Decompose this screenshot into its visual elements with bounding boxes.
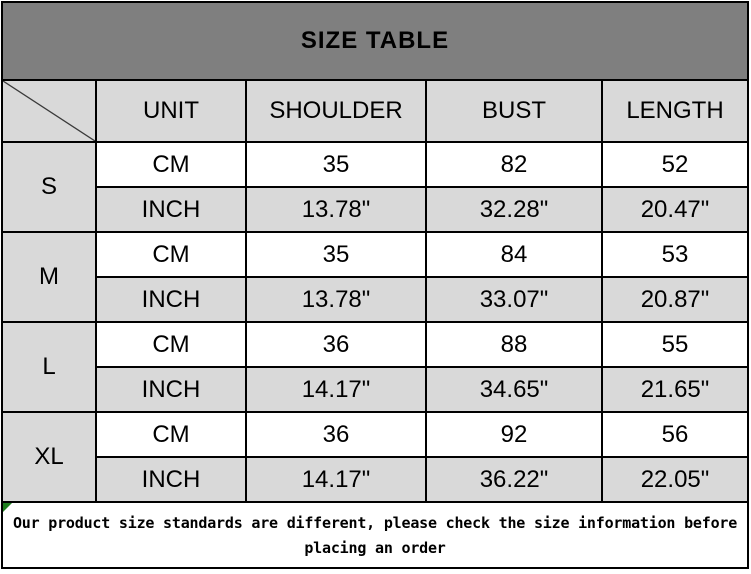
cell-flag-triangle-icon [4, 504, 12, 512]
table-row: INCH 13.78" 33.07" 20.87" [2, 276, 749, 323]
table-row: INCH 14.17" 34.65" 21.65" [2, 366, 749, 413]
note-cell: Our product size standards are different… [1, 501, 749, 569]
table-row: INCH 13.78" 32.28" 20.47" [2, 186, 749, 233]
column-header-shoulder: SHOULDER [245, 79, 427, 143]
column-header-unit: UNIT [95, 79, 247, 143]
value-cell: 36 [245, 321, 427, 368]
header-row: UNIT SHOULDER BUST LENGTH [1, 79, 749, 143]
unit-cell: INCH [95, 456, 247, 503]
table-row: INCH 14.17" 36.22" 22.05" [2, 456, 749, 503]
value-cell: 84 [425, 231, 603, 278]
value-cell: 13.78" [245, 186, 427, 233]
size-label-m: M [1, 231, 97, 323]
value-cell: 14.17" [245, 366, 427, 413]
value-cell: 20.47" [601, 186, 749, 233]
value-cell: 53 [601, 231, 749, 278]
value-cell: 36 [245, 411, 427, 458]
value-cell: 22.05" [601, 456, 749, 503]
value-cell: 34.65" [425, 366, 603, 413]
value-cell: 55 [601, 321, 749, 368]
unit-cell: INCH [95, 276, 247, 323]
value-cell: 32.28" [425, 186, 603, 233]
unit-cell: INCH [95, 366, 247, 413]
unit-cell: CM [95, 321, 247, 368]
unit-cell: CM [95, 411, 247, 458]
value-cell: 92 [425, 411, 603, 458]
value-cell: 35 [245, 141, 427, 188]
value-cell: 52 [601, 141, 749, 188]
size-label-s: S [1, 141, 97, 233]
value-cell: 88 [425, 321, 603, 368]
table-row: XL CM 36 92 56 [1, 411, 749, 503]
size-note: Our product size standards are different… [12, 513, 738, 558]
size-label-l: L [1, 321, 97, 413]
value-cell: 56 [601, 411, 749, 458]
value-cell: 33.07" [425, 276, 603, 323]
table-row: M CM 35 84 53 [1, 231, 749, 323]
unit-cell: CM [95, 141, 247, 188]
column-header-length: LENGTH [601, 79, 749, 143]
value-cell: 13.78" [245, 276, 427, 323]
diagonal-header-cell [1, 79, 97, 143]
unit-cell: CM [95, 231, 247, 278]
unit-cell: INCH [95, 186, 247, 233]
value-cell: 82 [425, 141, 603, 188]
value-cell: 21.65" [601, 366, 749, 413]
table-row: S CM 35 82 52 [1, 141, 749, 233]
column-header-bust: BUST [425, 79, 603, 143]
table-title: SIZE TABLE [1, 1, 749, 81]
value-cell: 36.22" [425, 456, 603, 503]
table-row: L CM 36 88 55 [1, 321, 749, 413]
value-cell: 14.17" [245, 456, 427, 503]
value-cell: 35 [245, 231, 427, 278]
value-cell: 20.87" [601, 276, 749, 323]
diagonal-line-icon [3, 81, 95, 141]
title-row: SIZE TABLE [1, 1, 749, 81]
size-label-xl: XL [1, 411, 97, 503]
note-row: Our product size standards are different… [1, 501, 749, 569]
